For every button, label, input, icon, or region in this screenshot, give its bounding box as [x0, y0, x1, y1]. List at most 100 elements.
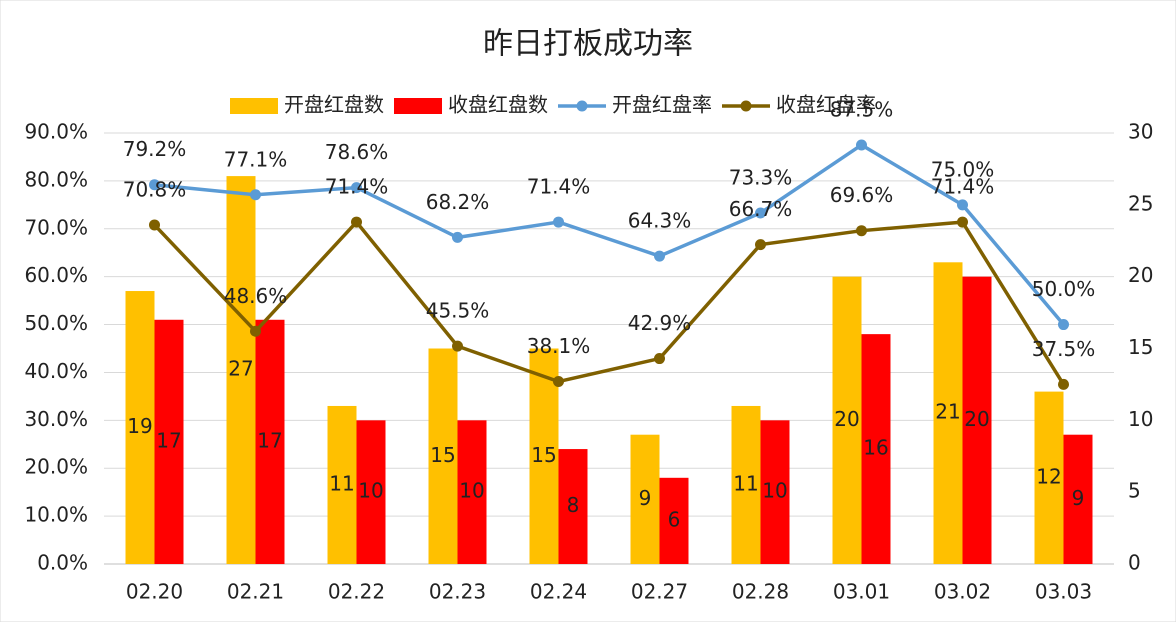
bar-value-label: 12 [1036, 464, 1061, 488]
line-point [553, 216, 564, 228]
legend-label: 开盘红盘率 [612, 93, 712, 117]
y-tick-label: 0.0% [37, 551, 88, 575]
bar [933, 262, 963, 564]
line-point [250, 189, 261, 201]
bar-value-label: 15 [531, 443, 556, 467]
y-tick-label: 40.0% [24, 359, 88, 383]
bar [1034, 391, 1064, 564]
chart-title: 昨日打板成功率 [483, 27, 693, 62]
line-point [957, 216, 968, 228]
y-tick-label: 70.0% [24, 215, 88, 239]
bar-value-label: 6 [668, 507, 681, 531]
line-point [755, 239, 766, 251]
line-value-label: 42.9% [628, 311, 692, 335]
bar-value-label: 8 [567, 493, 580, 517]
y-tick-label: 60.0% [24, 263, 88, 287]
bar [327, 405, 357, 564]
bar [125, 291, 155, 564]
line-value-label: 87.5% [830, 97, 894, 121]
bar [428, 348, 458, 564]
line-value-label: 79.2% [123, 137, 187, 161]
legend-swatch [230, 98, 278, 114]
bar [529, 348, 559, 564]
line-point [250, 325, 261, 337]
y-tick-label: 30.0% [24, 407, 88, 431]
bar [356, 420, 386, 564]
bar [154, 319, 184, 564]
y2-tick-label: 10 [1128, 407, 1153, 431]
bar-value-label: 11 [329, 471, 354, 495]
bar [659, 477, 689, 564]
line-point [856, 139, 867, 151]
line-value-label: 50.0% [1032, 277, 1096, 301]
line-value-label: 68.2% [426, 190, 490, 214]
bar-value-label: 11 [733, 471, 758, 495]
bar-value-label: 10 [762, 479, 787, 503]
bar [861, 334, 891, 564]
line-point [755, 207, 766, 219]
bar-value-label: 17 [257, 428, 282, 452]
line-point [149, 219, 160, 231]
bar-value-label: 27 [228, 357, 253, 381]
y2-tick-label: 30 [1128, 120, 1153, 144]
x-tick-label: 02.22 [328, 580, 385, 604]
line-value-label: 66.7% [729, 197, 793, 221]
y2-tick-label: 0 [1128, 551, 1141, 575]
bar [630, 434, 660, 564]
line-point [654, 353, 665, 365]
legend-swatch [576, 100, 588, 112]
bar [760, 420, 790, 564]
line-point [452, 340, 463, 352]
bar-value-label: 17 [156, 428, 181, 452]
y-tick-label: 80.0% [24, 167, 88, 191]
line-value-label: 73.3% [729, 165, 793, 189]
line-point [856, 225, 867, 237]
y-tick-label: 50.0% [24, 311, 88, 335]
line-value-label: 71.4% [527, 175, 591, 199]
bar-value-label: 20 [834, 407, 859, 431]
bar-value-label: 20 [964, 407, 989, 431]
legend-label: 收盘红盘率 [776, 93, 876, 117]
bar-value-label: 19 [127, 414, 152, 438]
bar-value-label: 9 [1072, 486, 1085, 510]
x-tick-label: 02.27 [631, 580, 688, 604]
legend-label: 收盘红盘数 [448, 93, 548, 117]
legend-swatch [394, 98, 442, 114]
bar-value-label: 16 [863, 436, 888, 460]
line [154, 142, 1065, 326]
bar [731, 405, 761, 564]
x-tick-label: 03.01 [833, 580, 890, 604]
line-value-label: 38.1% [527, 334, 591, 358]
line-value-label: 71.4% [931, 175, 995, 199]
y2-tick-label: 15 [1128, 335, 1153, 359]
y-tick-label: 20.0% [24, 455, 88, 479]
x-tick-label: 02.23 [429, 580, 486, 604]
bar-value-label: 9 [639, 486, 652, 510]
bar [1063, 434, 1093, 564]
bar-value-label: 10 [358, 479, 383, 503]
y-tick-label: 10.0% [24, 503, 88, 527]
line-point [957, 199, 968, 211]
x-tick-label: 02.28 [732, 580, 789, 604]
bar [832, 276, 862, 564]
line [153, 219, 1065, 386]
line-point [1058, 378, 1069, 390]
legend-swatch [740, 100, 752, 112]
x-tick-label: 03.02 [934, 580, 991, 604]
line-value-label: 75.0% [931, 157, 995, 181]
line-point [1058, 319, 1069, 331]
bar [962, 276, 992, 564]
bar-value-label: 15 [430, 443, 455, 467]
x-tick-label: 02.24 [530, 580, 587, 604]
line-value-label: 45.5% [426, 299, 490, 323]
x-tick-label: 02.20 [126, 580, 183, 604]
line-value-label: 78.6% [325, 140, 389, 164]
line-point [452, 231, 463, 243]
line-point [351, 216, 362, 228]
line-value-label: 64.3% [628, 209, 692, 233]
line-value-label: 71.4% [325, 175, 389, 199]
bar [558, 449, 588, 564]
line-value-label: 37.5% [1032, 337, 1096, 361]
bar-value-label: 21 [935, 400, 960, 424]
